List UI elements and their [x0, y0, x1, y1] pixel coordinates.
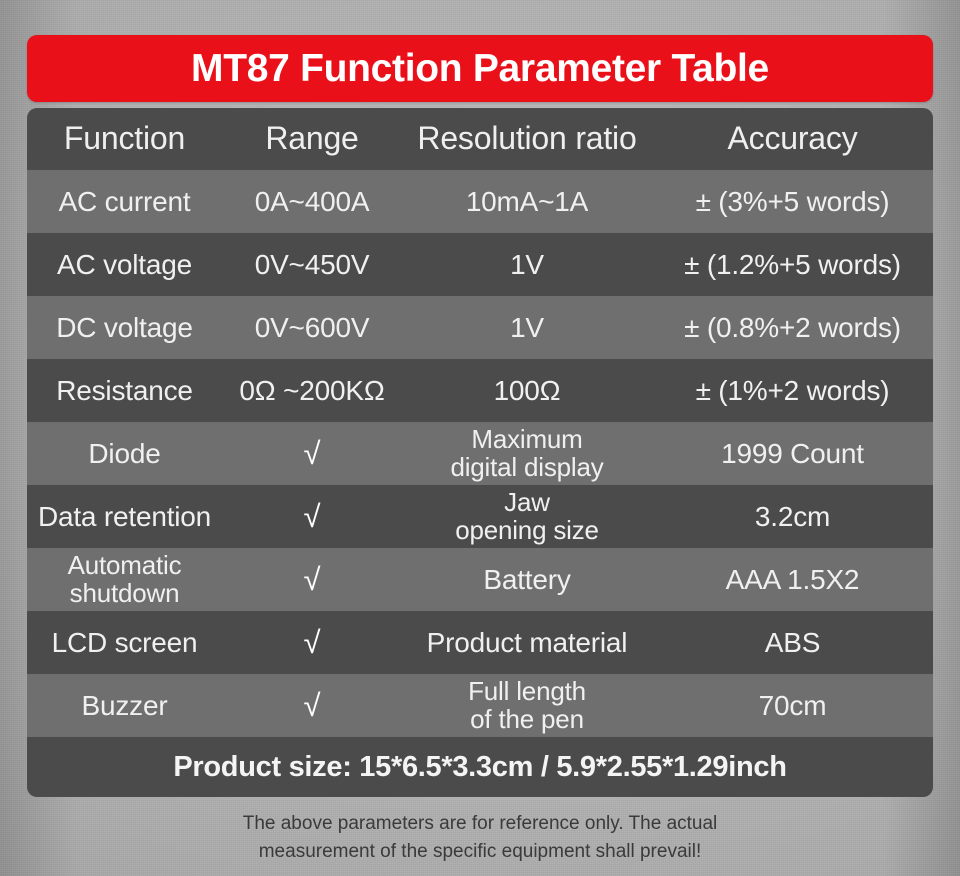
checkmark-icon: √	[303, 499, 321, 534]
cell-accuracy: 3.2cm	[754, 500, 831, 532]
cell-resolution-line1: Full length	[468, 676, 586, 707]
cell-resolution-line1: Maximum	[471, 424, 583, 455]
cell-accuracy: 70cm	[758, 689, 827, 721]
product-size-text: Product size: 15*6.5*3.3cm / 5.9*2.55*1.…	[173, 750, 787, 783]
table-row: DC voltage 0V~600V 1V ± (0.8%+2 words)	[27, 296, 933, 359]
cell-function-line1: Automatic	[67, 550, 182, 581]
cell-function: AC voltage	[57, 248, 192, 280]
cell-resolution-line2: of the pen	[470, 703, 584, 734]
checkmark-icon: √	[303, 625, 321, 660]
cell-function: Data retention	[37, 500, 212, 532]
cell-resolution-line1: Jaw	[504, 487, 550, 518]
table-row: Diode √ Maximum digital display 1999 Cou…	[27, 422, 933, 485]
cell-function: Diode	[88, 437, 161, 469]
cell-resolution: 100Ω	[493, 374, 561, 406]
cell-resolution: Maximum digital display	[402, 426, 652, 480]
cell-resolution: Jaw opening size	[402, 489, 652, 543]
parameter-table: Function Range Resolution ratio Accuracy…	[27, 108, 933, 797]
cell-function: DC voltage	[56, 311, 193, 343]
page-title: MT87 Function Parameter Table	[191, 47, 769, 90]
table-row: AC voltage 0V~450V 1V ± (1.2%+5 words)	[27, 233, 933, 296]
cell-resolution: 1V	[510, 311, 544, 343]
cell-function: Resistance	[56, 374, 193, 406]
checkmark-icon: √	[303, 562, 321, 597]
cell-accuracy: AAA 1.5X2	[725, 563, 860, 595]
cell-function-line2: shutdown	[69, 577, 180, 608]
cell-accuracy: ± (1.2%+5 words)	[684, 248, 901, 280]
cell-accuracy: ± (1%+2 words)	[695, 374, 890, 406]
cell-resolution: 1V	[510, 248, 544, 280]
cell-resolution-line2: digital display	[450, 451, 604, 482]
cell-function: Buzzer	[81, 689, 168, 721]
footnote-line-2: measurement of the specific equipment sh…	[258, 840, 702, 862]
product-size-row: Product size: 15*6.5*3.3cm / 5.9*2.55*1.…	[27, 737, 933, 797]
cell-range: √	[222, 564, 402, 595]
table-header-row: Function Range Resolution ratio Accuracy	[27, 108, 933, 170]
table-row: LCD screen √ Product material ABS	[27, 611, 933, 674]
cell-range: 0A~400A	[254, 185, 370, 217]
cell-function: Automatic shutdown	[27, 552, 222, 606]
cell-range: √	[222, 438, 402, 469]
cell-range: √	[222, 627, 402, 658]
column-header-accuracy: Accuracy	[727, 120, 858, 157]
cell-accuracy: ± (3%+5 words)	[695, 185, 890, 217]
cell-accuracy: ± (0.8%+2 words)	[684, 311, 901, 343]
checkmark-icon: √	[303, 436, 321, 471]
cell-range: 0Ω ~200KΩ	[239, 374, 385, 406]
cell-accuracy: 1999 Count	[721, 437, 864, 469]
table-row: Automatic shutdown √ Battery AAA 1.5X2	[27, 548, 933, 611]
footnote: The above parameters are for reference o…	[0, 810, 960, 865]
column-header-resolution: Resolution ratio	[417, 120, 637, 157]
cell-resolution-line2: opening size	[455, 514, 599, 545]
table-row: Data retention √ Jaw opening size 3.2cm	[27, 485, 933, 548]
cell-range: 0V~600V	[254, 311, 370, 343]
checkmark-icon: √	[303, 688, 321, 723]
cell-resolution: Battery	[483, 563, 571, 595]
table-title-bar: MT87 Function Parameter Table	[27, 35, 933, 102]
cell-function: AC current	[58, 185, 191, 217]
cell-resolution: 10mA~1A	[465, 185, 589, 217]
table-row: AC current 0A~400A 10mA~1A ± (3%+5 words…	[27, 170, 933, 233]
cell-range: √	[222, 501, 402, 532]
cell-resolution: Full length of the pen	[402, 678, 652, 732]
cell-range: √	[222, 690, 402, 721]
cell-resolution: Product material	[426, 626, 628, 658]
table-row: Buzzer √ Full length of the pen 70cm	[27, 674, 933, 737]
column-header-range: Range	[265, 120, 359, 157]
cell-range: 0V~450V	[254, 248, 370, 280]
footnote-line-1: The above parameters are for reference o…	[242, 813, 718, 834]
table-row: Resistance 0Ω ~200KΩ 100Ω ± (1%+2 words)	[27, 359, 933, 422]
cell-function: LCD screen	[51, 626, 198, 658]
column-header-function: Function	[63, 120, 186, 157]
cell-accuracy: ABS	[764, 626, 821, 658]
